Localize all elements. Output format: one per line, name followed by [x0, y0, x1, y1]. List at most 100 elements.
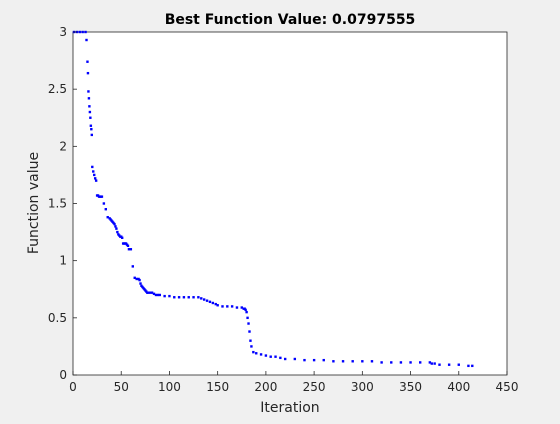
- data-point: [370, 360, 374, 363]
- y-tick-label: 3: [59, 25, 67, 39]
- data-point: [244, 308, 247, 312]
- data-point: [100, 195, 104, 198]
- data-point: [245, 310, 248, 314]
- data-point: [248, 330, 251, 333]
- data-point: [86, 71, 90, 75]
- x-tick-label: 450: [496, 380, 519, 394]
- data-point: [115, 227, 118, 230]
- x-tick-label: 350: [399, 380, 422, 394]
- x-tick-label: 50: [114, 380, 129, 394]
- data-point: [135, 277, 138, 281]
- data-point: [102, 202, 106, 205]
- data-point: [114, 225, 117, 228]
- data-point: [88, 105, 91, 108]
- data-point: [86, 60, 89, 63]
- data-point: [168, 294, 171, 298]
- x-tick-label: 400: [447, 380, 470, 394]
- data-point: [90, 127, 93, 131]
- data-point: [447, 363, 451, 366]
- x-tick-label: 150: [206, 380, 229, 394]
- data-point: [235, 306, 239, 309]
- data-point: [163, 294, 166, 298]
- data-point: [208, 300, 212, 304]
- data-point: [127, 248, 131, 251]
- y-tick-label: 2.5: [48, 82, 67, 96]
- data-point: [89, 116, 92, 119]
- data-point: [216, 304, 219, 307]
- data-point: [152, 292, 156, 296]
- data-point: [85, 38, 88, 42]
- data-point: [247, 322, 250, 325]
- data-point: [214, 302, 217, 306]
- data-point: [399, 361, 403, 364]
- data-point: [106, 216, 109, 219]
- data-point: [90, 133, 94, 137]
- data-point: [351, 360, 354, 363]
- data-point: [94, 179, 98, 182]
- data-point: [78, 30, 81, 34]
- data-point: [283, 357, 287, 361]
- data-point: [92, 170, 95, 173]
- x-tick-label: 100: [158, 380, 181, 394]
- data-point: [433, 362, 436, 365]
- data-point: [428, 361, 432, 364]
- data-point: [438, 363, 441, 366]
- data-point: [312, 358, 316, 362]
- data-point: [113, 222, 116, 226]
- data-point: [154, 293, 158, 297]
- data-point: [133, 276, 136, 280]
- data-point: [87, 97, 91, 100]
- x-axis-label: Iteration: [260, 400, 319, 416]
- data-point: [89, 124, 93, 127]
- data-point: [156, 293, 160, 297]
- data-point: [187, 296, 190, 299]
- data-point: [197, 296, 200, 299]
- x-tick-label: 250: [303, 380, 326, 394]
- data-point: [303, 358, 306, 362]
- data-point: [264, 354, 268, 357]
- data-point: [91, 165, 94, 169]
- chart-title: Best Function Value: 0.0797555: [165, 12, 416, 28]
- plot-area: [72, 31, 508, 376]
- y-axis-ticks: 0 0.5 1 1.5 2 2.5 3: [48, 25, 77, 382]
- data-point: [467, 364, 470, 368]
- data-point: [419, 361, 422, 364]
- data-point: [252, 350, 255, 354]
- data-point: [293, 357, 297, 361]
- data-point: [182, 296, 186, 299]
- y-axis-label: Function value: [26, 152, 42, 254]
- data-point: [93, 173, 96, 177]
- data-point: [250, 345, 253, 348]
- data-point: [221, 305, 224, 308]
- data-point: [129, 248, 133, 251]
- x-axis-ticks: 0 50 100 150 200 250 300 350 400 450: [69, 371, 518, 394]
- data-point: [457, 363, 460, 366]
- x-tick-label: 200: [254, 380, 277, 394]
- data-point: [269, 355, 272, 358]
- data-point: [150, 291, 154, 294]
- data-point: [205, 299, 209, 302]
- y-tick-label: 0: [59, 368, 67, 382]
- data-point: [249, 339, 252, 342]
- data-point: [211, 301, 215, 305]
- data-point: [81, 30, 84, 34]
- data-point: [158, 293, 161, 297]
- data-point: [139, 282, 142, 285]
- data-point: [255, 352, 258, 355]
- data-point: [138, 278, 141, 282]
- data-point: [332, 360, 335, 363]
- data-point: [126, 244, 130, 248]
- data-point: [361, 360, 364, 363]
- data-point: [246, 316, 249, 320]
- data-point: [240, 306, 243, 309]
- y-tick-label: 1: [59, 254, 67, 268]
- x-tick-label: 300: [351, 380, 374, 394]
- data-point: [116, 230, 119, 234]
- data-point: [84, 30, 87, 34]
- data-point: [230, 305, 234, 308]
- data-point: [131, 265, 134, 268]
- data-point: [279, 356, 282, 360]
- data-point: [226, 305, 229, 308]
- data-point: [274, 355, 277, 358]
